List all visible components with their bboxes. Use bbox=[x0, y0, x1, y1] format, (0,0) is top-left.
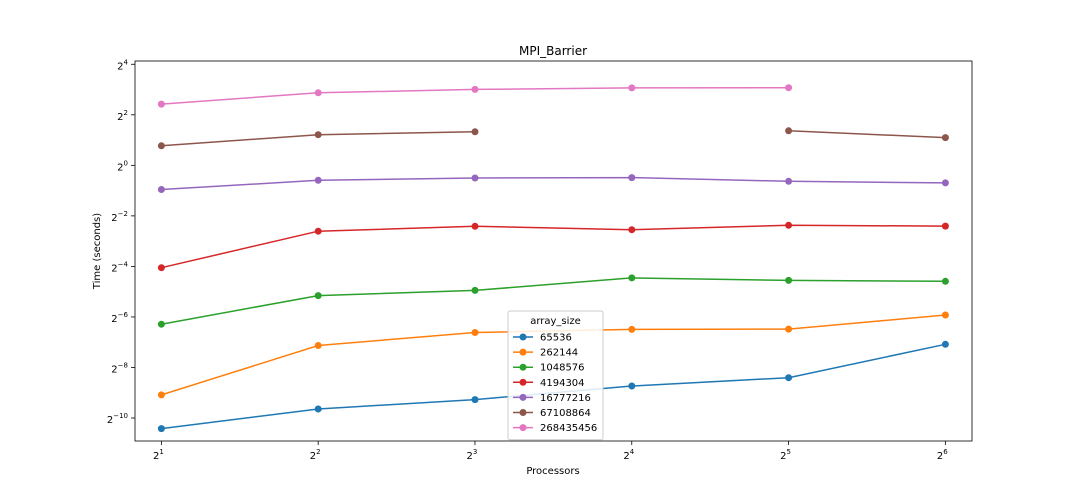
series-4194304 bbox=[157, 221, 949, 272]
x-tick-label: 24 bbox=[623, 448, 634, 462]
data-point bbox=[785, 374, 793, 382]
series-67108864 bbox=[157, 127, 949, 150]
data-point bbox=[941, 179, 949, 187]
data-point bbox=[471, 85, 479, 93]
y-axis-label: Time (seconds) bbox=[92, 213, 103, 290]
data-point bbox=[314, 405, 322, 413]
legend-swatch-marker bbox=[519, 363, 527, 371]
y-tick-label: 22 bbox=[117, 109, 128, 123]
legend-title: array_size bbox=[530, 316, 581, 327]
series-line bbox=[161, 176, 946, 191]
data-point bbox=[628, 174, 636, 182]
data-point bbox=[314, 176, 322, 184]
data-point bbox=[628, 226, 636, 234]
x-tick-label: 25 bbox=[780, 448, 791, 462]
legend-swatch-marker bbox=[519, 409, 527, 416]
y-tick-label: 20 bbox=[117, 159, 128, 173]
data-point bbox=[157, 425, 165, 433]
data-point bbox=[314, 227, 322, 235]
data-point bbox=[471, 329, 479, 336]
data-point bbox=[785, 276, 793, 284]
data-point bbox=[941, 340, 949, 348]
legend-label: 262144 bbox=[540, 348, 578, 359]
data-point bbox=[941, 277, 949, 285]
data-point bbox=[471, 128, 479, 136]
legend-label: 1048576 bbox=[540, 363, 585, 374]
x-tick-label: 21 bbox=[153, 448, 164, 462]
data-point bbox=[471, 222, 479, 230]
legend-swatch-marker bbox=[519, 393, 527, 401]
series-16777216 bbox=[157, 174, 949, 193]
data-point bbox=[941, 311, 949, 319]
legend-label: 65536 bbox=[540, 333, 572, 344]
legend-item: 16777216 bbox=[513, 393, 591, 404]
data-point bbox=[471, 286, 479, 294]
legend-swatch-marker bbox=[519, 378, 527, 386]
data-point bbox=[785, 84, 793, 92]
data-point bbox=[628, 274, 636, 282]
legend-label: 4194304 bbox=[540, 378, 585, 389]
data-point bbox=[314, 342, 322, 349]
data-point bbox=[785, 177, 793, 185]
data-point bbox=[941, 134, 949, 142]
legend-item: 268435456 bbox=[513, 423, 597, 434]
legend-swatch-marker bbox=[519, 424, 527, 432]
x-axis-label: Processors bbox=[526, 466, 579, 477]
legend-item: 262144 bbox=[513, 348, 578, 359]
data-point bbox=[157, 186, 165, 193]
x-tick-label: 22 bbox=[310, 448, 321, 462]
data-point bbox=[941, 222, 949, 230]
series-1048576 bbox=[157, 274, 949, 328]
series-268435456 bbox=[157, 84, 793, 108]
data-point bbox=[471, 396, 479, 404]
legend-item: 67108864 bbox=[513, 408, 591, 419]
data-point bbox=[314, 89, 322, 97]
legend-item: 65536 bbox=[513, 333, 572, 344]
data-point bbox=[785, 221, 793, 229]
data-point bbox=[785, 127, 793, 135]
data-point bbox=[314, 131, 322, 139]
legend-item: 4194304 bbox=[513, 378, 585, 389]
data-point bbox=[157, 391, 165, 399]
data-point bbox=[157, 320, 165, 328]
series-line bbox=[788, 130, 946, 139]
legend-swatch-marker bbox=[519, 333, 527, 341]
legend-box bbox=[507, 310, 604, 441]
series-line bbox=[161, 224, 946, 269]
legend-item: 1048576 bbox=[513, 363, 585, 374]
x-tick-label: 23 bbox=[467, 448, 478, 462]
legend-label: 16777216 bbox=[540, 393, 591, 404]
data-point bbox=[628, 325, 636, 333]
data-point bbox=[628, 84, 636, 92]
series-line bbox=[161, 277, 946, 325]
data-point bbox=[628, 382, 636, 390]
data-point bbox=[157, 100, 165, 108]
legend-swatch-marker bbox=[519, 348, 527, 356]
y-tick-label: 24 bbox=[117, 58, 128, 72]
data-point bbox=[157, 142, 165, 150]
data-point bbox=[157, 264, 165, 272]
x-tick-label: 26 bbox=[937, 448, 948, 462]
legend-label: 268435456 bbox=[540, 423, 597, 434]
data-point bbox=[314, 292, 322, 300]
chart-title: MPI_Barrier bbox=[519, 44, 587, 58]
data-point bbox=[471, 174, 479, 182]
data-point bbox=[785, 325, 793, 333]
legend: array_size 65536 262144 1048576 4194304 16777… bbox=[507, 310, 604, 441]
legend-label: 67108864 bbox=[540, 408, 591, 419]
plot-frame bbox=[134, 60, 973, 442]
